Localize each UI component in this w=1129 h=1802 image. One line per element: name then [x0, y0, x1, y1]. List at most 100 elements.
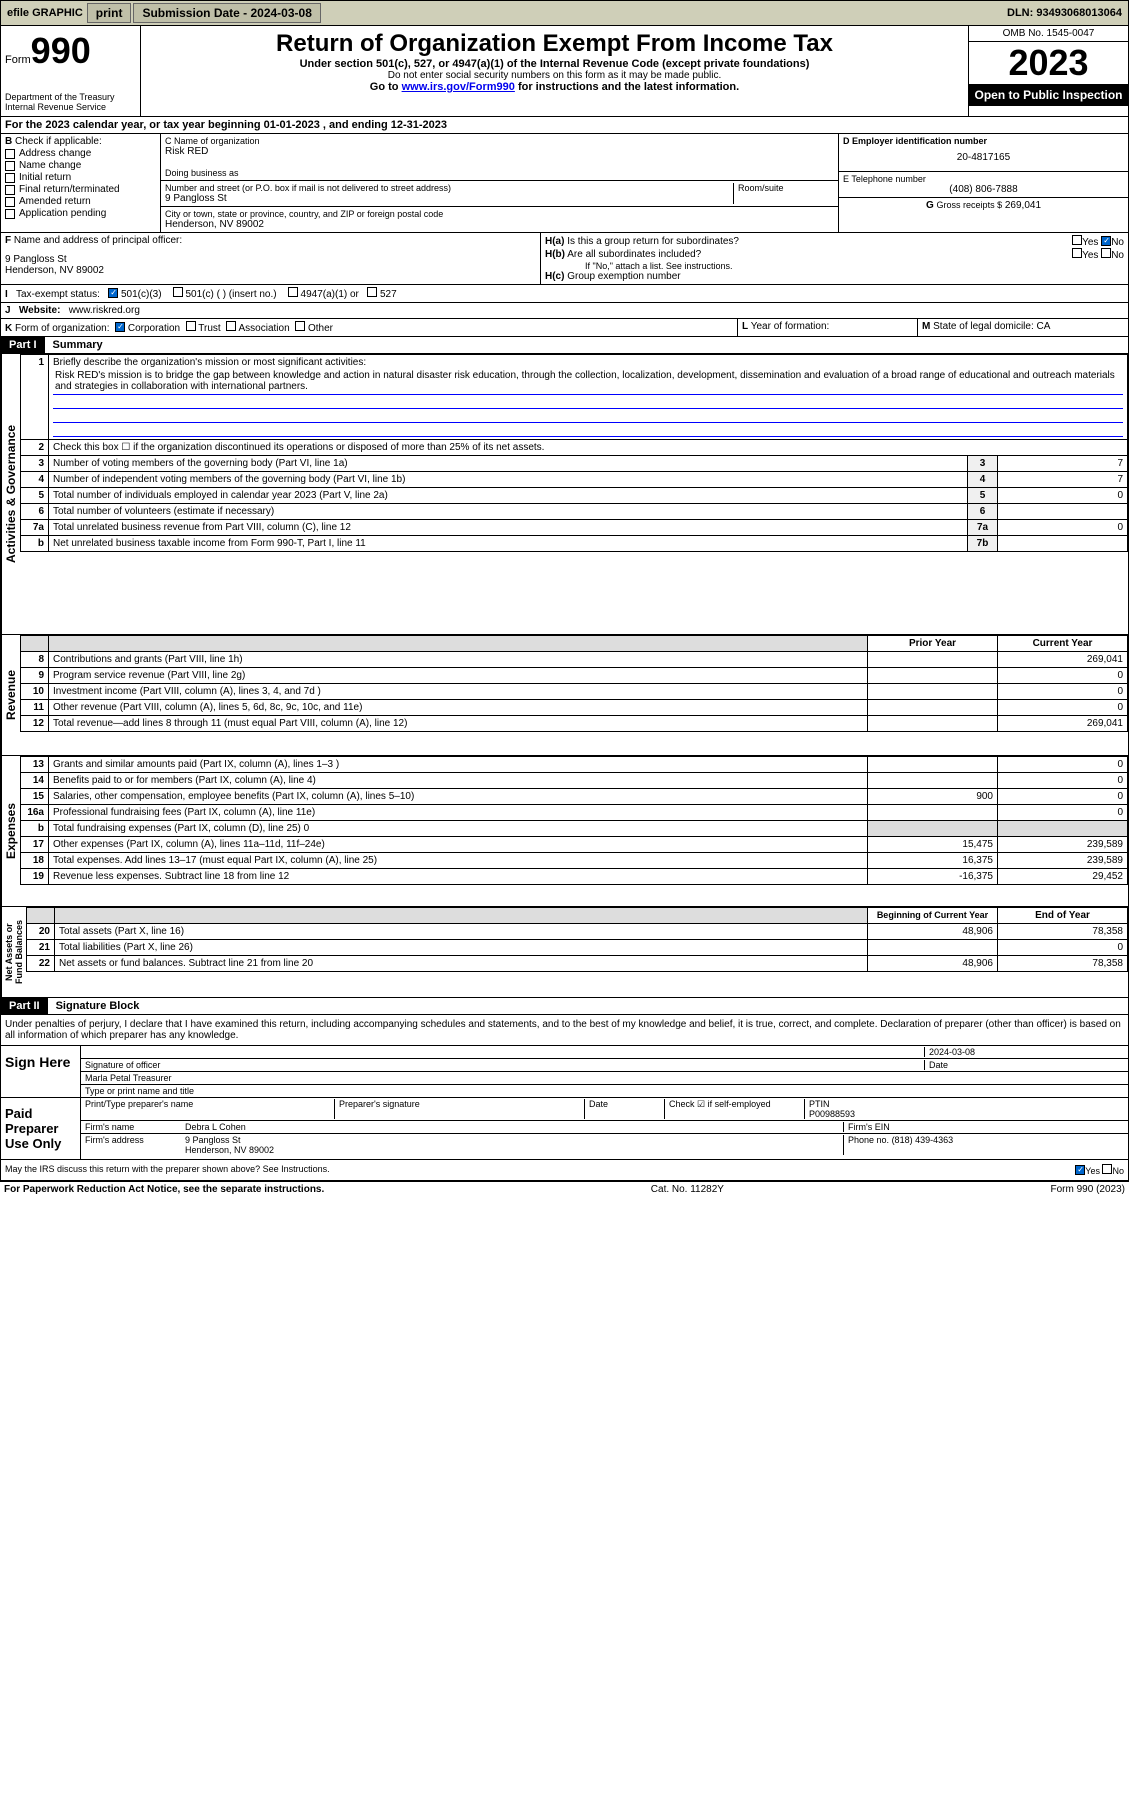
- line13-curr: 0: [998, 757, 1128, 773]
- line3-ref: 3: [968, 456, 998, 472]
- prep-sig-label: Preparer's signature: [335, 1099, 585, 1119]
- line19-curr: 29,452: [998, 869, 1128, 885]
- line1-text: Briefly describe the organization's miss…: [53, 357, 366, 368]
- amended-checkbox[interactable]: [5, 197, 15, 207]
- footer-center: Cat. No. 11282Y: [651, 1184, 724, 1195]
- street-label: Number and street (or P.O. box if mail i…: [165, 183, 729, 193]
- 501c3-checkbox[interactable]: [108, 288, 118, 298]
- tax-year: 2023: [969, 42, 1128, 84]
- ptin-label: PTIN: [809, 1099, 830, 1109]
- ha-yes: Yes: [1082, 237, 1098, 248]
- line17-curr: 239,589: [998, 837, 1128, 853]
- initial-checkbox[interactable]: [5, 173, 15, 183]
- final-checkbox[interactable]: [5, 185, 15, 195]
- d-label: D Employer identification number: [843, 136, 1124, 146]
- f-label: F: [5, 235, 11, 246]
- governance-table: 1 Briefly describe the organization's mi…: [20, 354, 1128, 552]
- line16b-text: Total fundraising expenses (Part IX, col…: [49, 821, 868, 837]
- website: www.riskred.org: [69, 305, 140, 316]
- l-label: L: [742, 321, 748, 332]
- k-text: Form of organization:: [15, 323, 110, 334]
- section-i: I Tax-exempt status: 501(c)(3) 501(c) ( …: [0, 285, 1129, 303]
- print-button[interactable]: print: [87, 3, 132, 23]
- inspection-label: Open to Public Inspection: [969, 84, 1128, 106]
- netassets-section: Net Assets or Fund Balances Beginning of…: [0, 907, 1129, 998]
- expenses-section: Expenses 13Grants and similar amounts pa…: [0, 756, 1129, 907]
- firm-city: Henderson, NV 89002: [185, 1145, 274, 1155]
- pending-checkbox[interactable]: [5, 209, 15, 219]
- discuss-yes-checkbox[interactable]: [1075, 1165, 1085, 1175]
- revenue-section: Revenue Prior YearCurrent Year 8Contribu…: [0, 635, 1129, 756]
- addr-change-checkbox[interactable]: [5, 149, 15, 159]
- hb-no-checkbox[interactable]: [1101, 248, 1111, 258]
- part1-title: Summary: [45, 339, 103, 351]
- city: Henderson, NV 89002: [165, 219, 834, 230]
- type-name-label: Type or print name and title: [85, 1086, 194, 1096]
- vert-governance: Activities & Governance: [1, 354, 20, 634]
- assoc-label: Association: [239, 323, 290, 334]
- tax-year-text: For the 2023 calendar year, or tax year …: [5, 119, 447, 131]
- line21-curr: 0: [998, 940, 1128, 956]
- 501c-checkbox[interactable]: [173, 287, 183, 297]
- self-employed: Check ☑ if self-employed: [665, 1099, 805, 1119]
- e-label: E Telephone number: [843, 174, 1124, 184]
- room-label: Room/suite: [738, 183, 834, 193]
- line11-curr: 0: [998, 700, 1128, 716]
- discuss-no-checkbox[interactable]: [1102, 1164, 1112, 1174]
- f-text: Name and address of principal officer:: [14, 235, 182, 246]
- 4947-label: 4947(a)(1) or: [301, 289, 359, 300]
- assoc-checkbox[interactable]: [226, 321, 236, 331]
- street: 9 Pangloss St: [165, 193, 729, 204]
- part1-header: Part I: [1, 337, 45, 353]
- line3-text: Number of voting members of the governin…: [49, 456, 968, 472]
- line15-curr: 0: [998, 789, 1128, 805]
- ha-no-checkbox[interactable]: [1101, 236, 1111, 246]
- firm-ein-label: Firm's EIN: [844, 1122, 1124, 1132]
- hb-text: Are all subordinates included?: [567, 249, 701, 260]
- omb-number: OMB No. 1545-0047: [969, 26, 1128, 42]
- name-change-checkbox[interactable]: [5, 161, 15, 171]
- line16b-prior: [868, 821, 998, 837]
- f-addr2: Henderson, NV 89002: [5, 265, 536, 276]
- form-number: 990: [31, 30, 91, 71]
- ptin: P00988593: [809, 1109, 855, 1119]
- hb-yes-checkbox[interactable]: [1072, 248, 1082, 258]
- sig-date: 2024-03-08: [924, 1047, 1124, 1057]
- instructions-link[interactable]: www.irs.gov/Form990: [402, 81, 515, 93]
- line15-text: Salaries, other compensation, employee b…: [49, 789, 868, 805]
- ha-yes-checkbox[interactable]: [1072, 235, 1082, 245]
- line10-prior: [868, 684, 998, 700]
- hc-text: Group exemption number: [567, 271, 680, 282]
- line7b-val: [998, 536, 1128, 552]
- prep-name-label: Print/Type preparer's name: [85, 1099, 335, 1119]
- submission-date-button[interactable]: Submission Date - 2024-03-08: [133, 3, 320, 23]
- firm-name-label: Firm's name: [85, 1122, 185, 1132]
- corp-checkbox[interactable]: [115, 322, 125, 332]
- prior-year-header: Prior Year: [868, 636, 998, 652]
- part2-header: Part II: [1, 998, 48, 1014]
- hb-no: No: [1111, 250, 1124, 261]
- k-label: K: [5, 323, 12, 334]
- form-number-cell: Form990 Department of the Treasury Inter…: [1, 26, 141, 116]
- vert-revenue: Revenue: [1, 635, 20, 755]
- discuss-yes: Yes: [1085, 1166, 1100, 1176]
- line6-ref: 6: [968, 504, 998, 520]
- 527-checkbox[interactable]: [367, 287, 377, 297]
- g-text: Gross receipts $: [937, 200, 1003, 210]
- hc-label: H(c): [545, 271, 564, 282]
- line20-prior: 48,906: [868, 924, 998, 940]
- expenses-table: 13Grants and similar amounts paid (Part …: [20, 756, 1128, 885]
- form-header: Form990 Department of the Treasury Inter…: [0, 26, 1129, 117]
- trust-checkbox[interactable]: [186, 321, 196, 331]
- irs-label: Internal Revenue Service: [5, 102, 136, 112]
- hb-note: If "No," attach a list. See instructions…: [545, 261, 1124, 271]
- dept-label: Department of the Treasury: [5, 92, 136, 102]
- line5-val: 0: [998, 488, 1128, 504]
- 4947-checkbox[interactable]: [288, 287, 298, 297]
- trust-label: Trust: [198, 323, 220, 334]
- line6-val: [998, 504, 1128, 520]
- line8-curr: 269,041: [998, 652, 1128, 668]
- line16a-prior: [868, 805, 998, 821]
- other-checkbox[interactable]: [295, 321, 305, 331]
- 527-label: 527: [380, 289, 397, 300]
